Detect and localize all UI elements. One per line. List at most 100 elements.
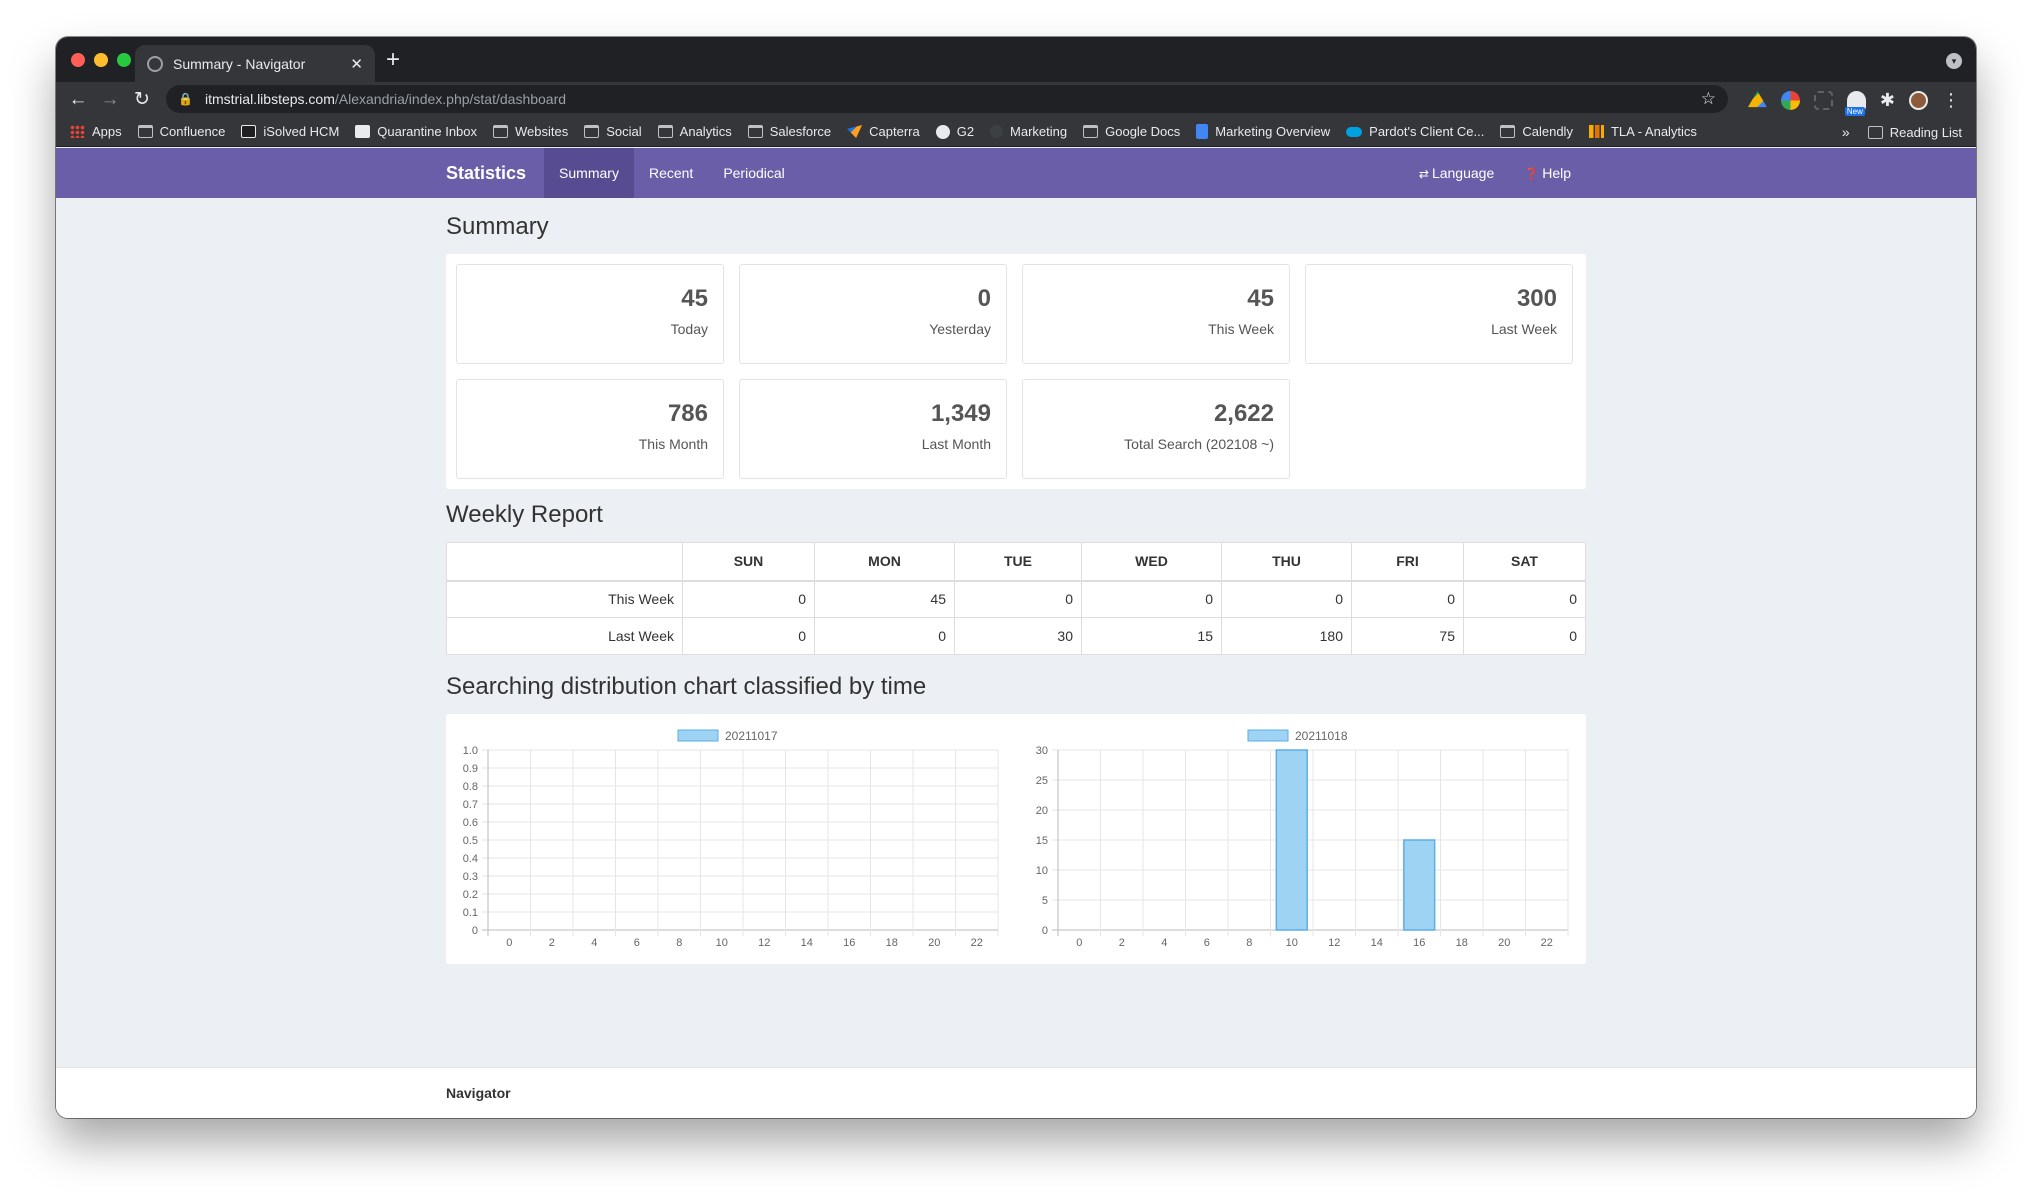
stat-label: Total Search (202108 ~)	[1124, 436, 1274, 452]
reload-icon[interactable]: ↻	[134, 89, 150, 110]
reading-list-label: Reading List	[1889, 124, 1962, 140]
legend-swatch	[677, 729, 719, 742]
folder-icon	[137, 125, 153, 138]
folder-icon	[657, 125, 673, 138]
chart-bar	[1275, 749, 1308, 931]
stat-card-today: 45 Today	[456, 264, 724, 364]
y-tick-label: 0	[1042, 925, 1048, 937]
maximize-window-button[interactable]	[117, 53, 131, 67]
table-cell: 0	[682, 617, 815, 655]
stat-value: 300	[1516, 285, 1557, 312]
y-tick-label: 0.2	[463, 889, 478, 901]
bookmark-isolved[interactable]: iSolved HCM	[241, 124, 339, 139]
distribution-heading: Searching distribution chart classified …	[446, 673, 927, 700]
column-header: THU	[1221, 542, 1352, 582]
language-icon: ⇄	[1418, 167, 1429, 181]
x-tick-label: 0	[506, 937, 512, 949]
new-extension-icon[interactable]: New	[1844, 91, 1866, 116]
quarantine-icon	[355, 125, 371, 138]
bookmark-calendly[interactable]: Calendly	[1500, 124, 1573, 139]
bookmark-capterra[interactable]: Capterra	[847, 124, 920, 139]
color-picker-extension-icon[interactable]	[1780, 91, 1800, 110]
x-tick-label: 4	[1161, 937, 1167, 949]
stat-card-last-week: 300 Last Week	[1305, 264, 1573, 364]
bookmark-label: Capterra	[869, 124, 920, 139]
table-cell: 0	[682, 580, 815, 618]
bookmark-pardot[interactable]: Pardot's Client Ce...	[1346, 124, 1484, 139]
x-tick-label: 18	[886, 937, 898, 949]
table-cell: 15	[1081, 617, 1222, 655]
x-tick-label: 18	[1456, 937, 1468, 949]
folder-icon	[584, 125, 600, 138]
browser-toolbar: ← → ↻ 🔒 itmstrial.libsteps.com /Alexandr…	[56, 82, 1976, 117]
folder-icon	[493, 125, 509, 138]
bookmark-label: Pardot's Client Ce...	[1369, 124, 1485, 139]
profile-avatar[interactable]	[1909, 91, 1928, 110]
bar-chart-20211018: 20211018 0 5 10 15 20 25 30 0 2 4 6 8 10 12 14 16 18 20 22	[1036, 729, 1569, 949]
table-cell: 30	[954, 617, 1082, 655]
stat-card-this-month: 786 This Month	[456, 379, 724, 479]
x-tick-label: 20	[928, 937, 940, 949]
bookmark-apps[interactable]: Apps	[70, 124, 122, 139]
reading-list-icon	[1867, 125, 1883, 139]
y-tick-label: 0.8	[463, 781, 478, 793]
puzzle-extensions-icon[interactable]: ✱	[1879, 90, 1895, 110]
reading-list-button[interactable]: Reading List	[1867, 124, 1962, 140]
bookmark-google-docs[interactable]: Google Docs	[1083, 124, 1180, 139]
weekly-report-table: SUN MON TUE WED THU FRI SAT This Week 0 …	[446, 542, 1586, 655]
bookmark-star-icon[interactable]: ☆	[1700, 89, 1716, 108]
cloud-icon	[1346, 126, 1363, 137]
bookmark-label: Confluence	[159, 124, 226, 139]
bookmark-salesforce[interactable]: Salesforce	[747, 124, 832, 139]
nav-periodical[interactable]: Periodical	[723, 165, 785, 181]
x-tick-label: 6	[1204, 937, 1210, 949]
bookmark-tla-analytics[interactable]: TLA - Analytics	[1588, 124, 1697, 139]
close-window-button[interactable]	[71, 53, 85, 67]
brand-link[interactable]: Statistics	[446, 162, 527, 183]
help-label: Help	[1542, 165, 1571, 181]
bookmark-confluence[interactable]: Confluence	[137, 124, 226, 139]
bookmark-marketing[interactable]: Marketing	[990, 124, 1067, 139]
table-row: Last Week 0 0 30 15 180 75 0	[446, 617, 1586, 655]
back-arrow-icon[interactable]: ←	[68, 88, 88, 110]
bookmarks-overflow: » Reading List	[1842, 117, 1962, 147]
more-bookmarks-button[interactable]: »	[1841, 124, 1850, 140]
x-tick-label: 10	[1286, 937, 1298, 949]
charts-panel: 20211017 0 0.1 0.2 0.3 0.4 0.5 0.6 0.7 0.8 0.9 1.0 0…	[446, 714, 1586, 964]
x-tick-label: 16	[1413, 937, 1425, 949]
bookmark-analytics[interactable]: Analytics	[657, 124, 732, 139]
address-bar[interactable]: 🔒 itmstrial.libsteps.com /Alexandria/ind…	[166, 85, 1728, 113]
browser-tab[interactable]: Summary - Navigator ✕	[135, 45, 375, 82]
language-link[interactable]: ⇄ Language	[1404, 148, 1509, 198]
bookmark-label: Salesforce	[769, 124, 832, 139]
forward-arrow-icon[interactable]: →	[100, 88, 120, 110]
bookmark-g2[interactable]: G2	[935, 124, 974, 139]
tab-search-icon[interactable]: ▾	[1946, 53, 1962, 69]
screenshot-extension-icon[interactable]	[1813, 91, 1833, 110]
table-cell: 75	[1351, 617, 1464, 655]
table-cell: 180	[1221, 617, 1352, 655]
table-row: This Week 0 45 0 0 0 0 0	[446, 580, 1586, 618]
help-link[interactable]: ❓ Help	[1509, 148, 1586, 198]
bookmark-label: Marketing Overview	[1215, 124, 1331, 139]
stats-grid: 45 Today 0 Yesterday 45 This Week 300 Last W…	[456, 264, 1576, 479]
stat-value: 1,349	[930, 400, 991, 427]
bookmark-marketing-overview[interactable]: Marketing Overview	[1196, 124, 1330, 139]
nav-summary[interactable]: Summary	[544, 148, 634, 198]
bookmark-quarantine-inbox[interactable]: Quarantine Inbox	[355, 124, 477, 139]
minimize-window-button[interactable]	[94, 53, 108, 67]
y-tick-label: 0.1	[463, 907, 478, 919]
bookmark-social[interactable]: Social	[584, 124, 642, 139]
chart-20211017: 20211017 0 0.1 0.2 0.3 0.4 0.5 0.6 0.7 0.8 0.9 1.0 0…	[446, 714, 1016, 964]
folder-icon	[1083, 125, 1099, 138]
y-tick-label: 15	[1036, 835, 1048, 847]
y-tick-label: 25	[1036, 775, 1048, 787]
column-header: SUN	[682, 542, 815, 582]
google-drive-icon[interactable]	[1747, 91, 1767, 108]
bookmark-websites[interactable]: Websites	[493, 124, 568, 139]
nav-recent[interactable]: Recent	[648, 165, 694, 181]
new-tab-button[interactable]: +	[386, 46, 401, 73]
close-tab-icon[interactable]: ✕	[350, 55, 363, 73]
window-controls	[71, 53, 131, 67]
kebab-menu-icon[interactable]: ⋮	[1942, 90, 1960, 110]
